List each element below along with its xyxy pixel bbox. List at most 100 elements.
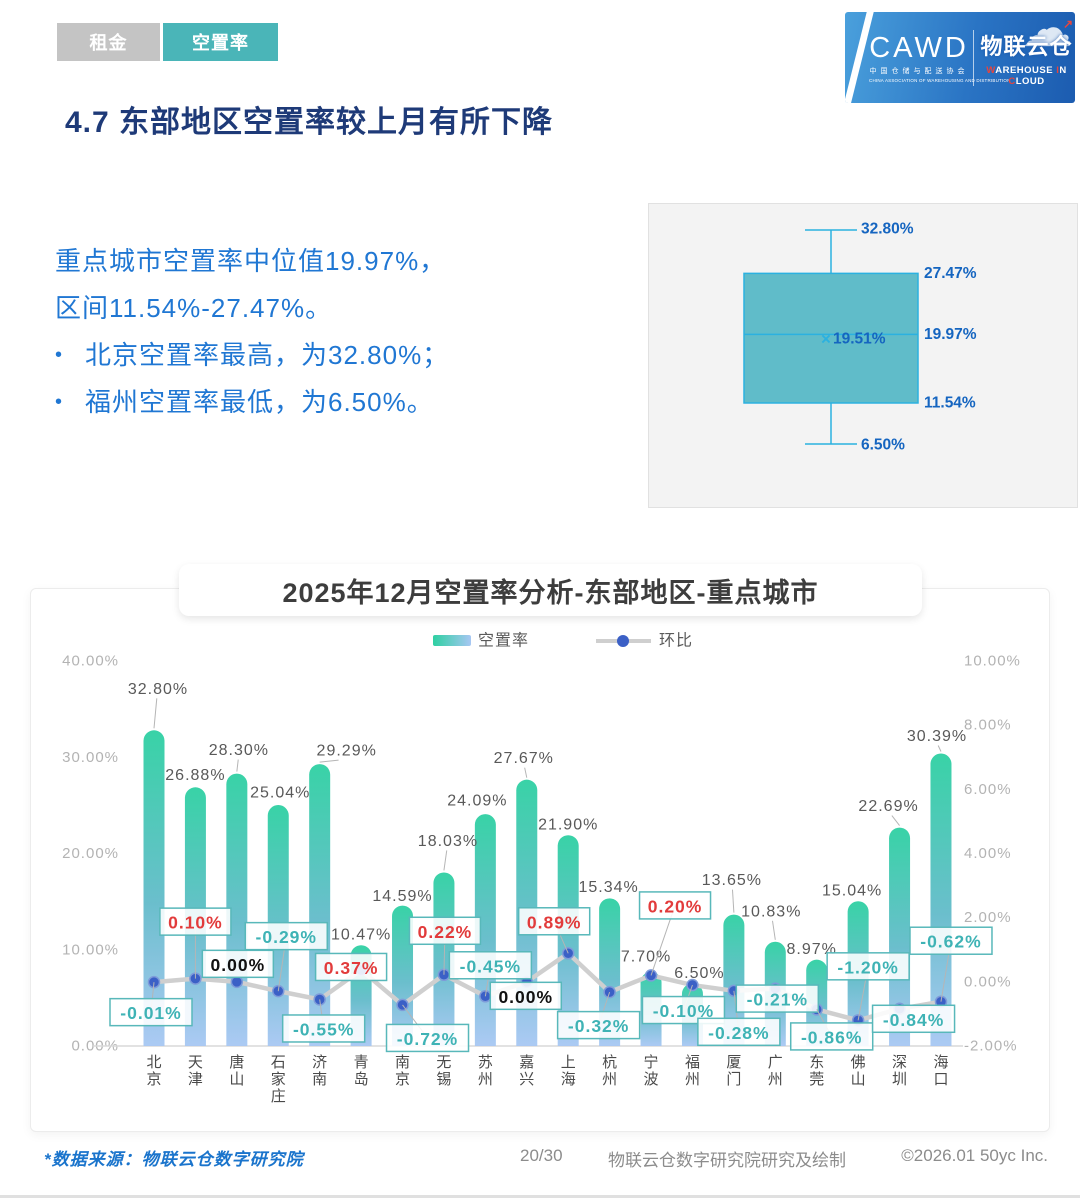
mom-dot-福州[interactable] bbox=[686, 978, 699, 992]
mom-label-box-海口 bbox=[909, 926, 993, 955]
x-label-上海: 上海 bbox=[561, 1054, 576, 1088]
arrow-up-right-icon: ↗ bbox=[1062, 16, 1073, 31]
bullet-icon: • bbox=[55, 344, 64, 366]
x-label-嘉兴: 嘉兴 bbox=[519, 1054, 534, 1088]
mom-dot-杭州[interactable] bbox=[603, 985, 616, 999]
right-tick-2: 6.00% bbox=[964, 781, 1012, 798]
mom-dot-济南[interactable] bbox=[313, 993, 326, 1006]
chart-legend: 空置率 环比 bbox=[433, 632, 693, 650]
cloud-icon: ☁ bbox=[1021, 12, 1073, 58]
tab-vacancy[interactable]: 空置率 bbox=[163, 23, 278, 61]
left-tick-1: 30.00% bbox=[62, 749, 119, 766]
bar-label-海口: 30.39% bbox=[907, 728, 967, 745]
bar-label-宁波: 7.70% bbox=[621, 948, 671, 965]
mom-label-南京: -0.72% bbox=[397, 1029, 458, 1049]
legend-dot-swatch bbox=[617, 635, 629, 647]
mom-dot-苏州[interactable] bbox=[479, 990, 492, 1003]
bar-label-南京: 14.59% bbox=[372, 888, 432, 905]
right-tick-4: 2.00% bbox=[964, 909, 1012, 926]
boxplot-chart: × 32.80% 27.47% 19.97% 11.54% 6.50% 19.51% bbox=[743, 221, 977, 454]
bar-label-北京: 32.80% bbox=[128, 681, 188, 698]
bar-label-上海: 21.90% bbox=[538, 817, 598, 834]
mom-label-石家庄: -0.29% bbox=[256, 927, 317, 947]
bar-深圳[interactable] bbox=[889, 827, 911, 1046]
summary-bullet-1-text: 北京空置率最高，为32.80%； bbox=[85, 340, 450, 370]
cawd-english-name: CHINA ASSOCIATION OF WAREHOUSING AND DIS… bbox=[869, 77, 1011, 83]
x-label-石家庄: 石家庄 bbox=[271, 1054, 286, 1105]
summary-bullet-1: • 北京空置率最高，为32.80%； bbox=[55, 332, 449, 379]
mom-label-东莞: -0.86% bbox=[801, 1027, 862, 1047]
credit-note: 物联云仓数字研究院研究及绘制 bbox=[608, 1151, 846, 1170]
bar-label-leader-14 bbox=[731, 889, 735, 913]
mom-label-苏州: -0.45% bbox=[460, 956, 521, 976]
bar-北京[interactable] bbox=[143, 730, 165, 1046]
tab-rent[interactable]: 租金 bbox=[57, 23, 160, 61]
bar-label-深圳: 22.69% bbox=[858, 798, 918, 815]
mom-label-唐山: 0.00% bbox=[211, 955, 266, 975]
wic-english-name: WAREHOUSE IN CLOUD bbox=[986, 64, 1067, 87]
mom-label-box-天津 bbox=[159, 907, 232, 936]
mom-label-佛山: -1.20% bbox=[837, 957, 898, 977]
mom-label-box-青岛 bbox=[314, 952, 388, 982]
x-label-北京: 北京 bbox=[146, 1054, 161, 1088]
mom-label-上海: 0.89% bbox=[527, 912, 582, 932]
x-label-南京: 南京 bbox=[395, 1054, 410, 1088]
bar-label-嘉兴: 27.67% bbox=[494, 750, 554, 767]
x-label-深圳: 深圳 bbox=[892, 1054, 907, 1088]
bar-海口[interactable] bbox=[930, 753, 952, 1046]
legend-mom-label: 环比 bbox=[659, 632, 693, 650]
tab-bar: 租金 空置率 bbox=[57, 23, 278, 61]
x-label-天津: 天津 bbox=[188, 1054, 203, 1088]
data-source-note: *数据来源：物联云仓数字研究院 bbox=[44, 1150, 304, 1169]
bar-label-厦门: 13.65% bbox=[702, 872, 762, 889]
mom-label-box-石家庄 bbox=[244, 921, 329, 951]
right-tick-0: 10.00% bbox=[964, 653, 1021, 670]
x-label-苏州: 苏州 bbox=[478, 1054, 493, 1088]
boxplot-box[interactable] bbox=[743, 272, 919, 404]
chart-card: 空置率 环比 40.00% 30.00% 20.00% 10.00% 0.00% 10.00%… bbox=[30, 588, 1050, 1132]
bar-南京[interactable] bbox=[392, 905, 414, 1046]
boxplot-q1-label: 11.54% bbox=[924, 394, 976, 411]
legend-item-vacancy[interactable]: 空置率 bbox=[433, 632, 529, 650]
right-tick-6: -2.00% bbox=[964, 1038, 1018, 1055]
mom-label-box-苏州 bbox=[448, 951, 533, 980]
legend-vacancy-label: 空置率 bbox=[478, 632, 529, 650]
bar-厦门[interactable] bbox=[723, 914, 745, 1046]
mom-label-box-宁波 bbox=[638, 891, 712, 920]
wic-chinese-name: 物联云仓 bbox=[980, 33, 1073, 59]
bar-label-leader-15 bbox=[772, 920, 776, 940]
left-axis: 40.00%30.00%20.00%10.00%0.00% bbox=[62, 653, 119, 1055]
bar-label-leader-0 bbox=[153, 698, 158, 729]
boxplot-mean-label: 19.51% bbox=[833, 331, 886, 348]
summary-line-1: 重点城市空置率中位值19.97%， bbox=[55, 246, 447, 276]
boxplot-q3-label: 27.47% bbox=[924, 265, 977, 282]
bar-label-leader-18 bbox=[891, 815, 900, 826]
bar-label-济南: 29.29% bbox=[317, 743, 377, 760]
mom-label-box-厦门 bbox=[697, 1017, 781, 1047]
legend-item-mom[interactable]: 环比 bbox=[596, 632, 693, 650]
mom-label-福州: -0.10% bbox=[653, 1001, 714, 1021]
bar-label-广州: 10.83% bbox=[741, 903, 801, 920]
bottom-divider bbox=[0, 1195, 1080, 1198]
mom-label-box-嘉兴 bbox=[489, 981, 563, 1011]
mom-label-青岛: 0.37% bbox=[324, 958, 379, 978]
mom-label-海口: -0.62% bbox=[920, 932, 981, 952]
right-tick-3: 4.00% bbox=[964, 845, 1012, 862]
mom-label-嘉兴: 0.00% bbox=[498, 987, 553, 1007]
x-label-无锡: 无锡 bbox=[436, 1054, 451, 1088]
warehouse-in-cloud-logo: ☁ ↗ 物联云仓 WAREHOUSE IN CLOUD bbox=[978, 12, 1075, 87]
x-label-宁波: 宁波 bbox=[644, 1054, 659, 1088]
summary-bullet-2-text: 福州空置率最低，为6.50%。 bbox=[85, 387, 434, 417]
x-label-青岛: 青岛 bbox=[354, 1054, 369, 1088]
vacancy-combo-chart: 空置率 环比 40.00%30.00%20.00%10.00%0.00% 10.00%… bbox=[62, 632, 1021, 1106]
summary-line-2: 区间11.54%-27.47%。 bbox=[55, 293, 333, 323]
bar-上海[interactable] bbox=[557, 835, 579, 1046]
cawd-logo-text: CAWD bbox=[869, 31, 969, 64]
bar-label-苏州: 24.09% bbox=[447, 793, 507, 810]
bar-label-青岛: 10.47% bbox=[331, 927, 391, 944]
logo-banner: CAWD 中国仓储与配送协会 CHINA ASSOCIATION OF WARE… bbox=[845, 12, 1075, 103]
bar-label-佛山: 15.04% bbox=[822, 883, 882, 900]
mom-label-济南: -0.55% bbox=[293, 1019, 354, 1039]
bar-label-leader-4 bbox=[319, 759, 339, 763]
bar-label-leader-2 bbox=[236, 759, 239, 772]
